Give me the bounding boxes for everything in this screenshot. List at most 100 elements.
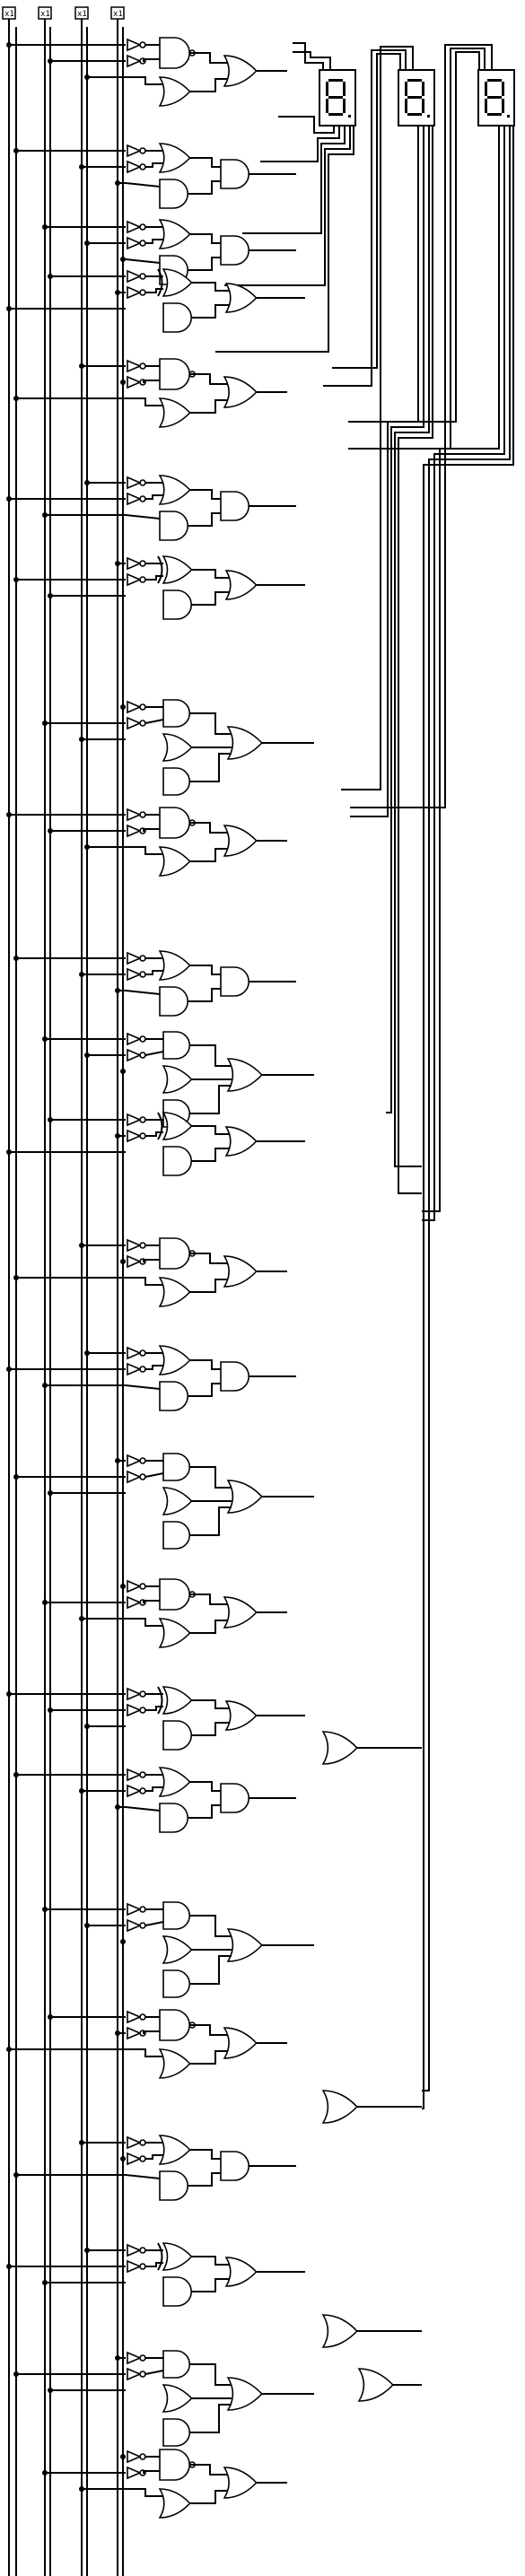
input-pin-4[interactable]: x1	[110, 6, 125, 20]
or-gate	[224, 570, 258, 600]
junction-dot	[48, 58, 53, 64]
junction-dot	[115, 2030, 120, 2036]
junction-dot	[120, 1939, 126, 1944]
inverter-bubble	[139, 1116, 146, 1123]
not-gate	[127, 144, 143, 158]
inverter-bubble	[139, 1906, 146, 1913]
junction-dot	[84, 2248, 90, 2253]
input-pin-3[interactable]: x1	[74, 6, 89, 20]
or-gate	[158, 1277, 191, 1307]
inverter-bubble	[139, 362, 146, 370]
and-gate	[159, 807, 190, 839]
inverter-bubble	[139, 2453, 146, 2460]
junction-dot	[42, 224, 48, 230]
junction-dot	[42, 2280, 48, 2285]
input-pin-1[interactable]: x1	[2, 6, 16, 20]
or-gate	[226, 1480, 263, 1514]
inverter-bubble	[139, 289, 146, 296]
display-wiring	[215, 42, 514, 2109]
and-gate	[220, 1783, 249, 1813]
or-gate	[226, 726, 263, 760]
junction-dot	[120, 257, 126, 262]
and-gate	[162, 302, 192, 333]
or-gate	[223, 376, 258, 408]
junction-dot	[42, 1600, 48, 1605]
input-label-3: x1	[77, 10, 87, 19]
not-gate	[127, 1032, 143, 1046]
and-gate	[162, 2418, 190, 2447]
junction-dot	[79, 2486, 84, 2492]
and-gate	[162, 1521, 190, 1550]
and-gate	[162, 1453, 190, 1481]
inverter-bubble	[139, 1366, 146, 1373]
and-gate	[220, 235, 249, 266]
junction-dot	[13, 1474, 19, 1480]
inverter-bubble	[139, 2354, 146, 2362]
not-gate	[127, 492, 143, 506]
output-or-gate	[321, 2090, 358, 2124]
junction-dot	[48, 274, 53, 279]
input-label-2: x1	[40, 10, 50, 19]
inverter-bubble	[139, 1473, 146, 1480]
xor-input-arc	[157, 1686, 163, 1715]
junction-dot	[84, 240, 90, 246]
junction-dot	[13, 2172, 19, 2178]
logic-gates	[127, 37, 394, 2519]
seven-segment-display-1	[319, 69, 356, 127]
not-gate	[127, 2243, 143, 2257]
junction-dot	[42, 512, 48, 518]
junction-dot	[79, 363, 84, 369]
not-gate	[127, 476, 143, 490]
or-gate	[223, 2027, 258, 2059]
or-gate	[162, 1487, 193, 1515]
junction-dot	[42, 2470, 48, 2476]
not-gate	[127, 967, 143, 982]
seven-segment-display-2	[398, 69, 435, 127]
or-gate	[223, 2467, 258, 2499]
junction-dot	[6, 812, 12, 817]
junction-dot	[79, 972, 84, 977]
inverter-bubble	[139, 1349, 146, 1357]
or-gate	[223, 1596, 258, 1629]
or-gate	[158, 1767, 191, 1797]
and-gate	[220, 2151, 249, 2181]
not-gate	[127, 1784, 143, 1798]
inverter-bubble	[139, 1771, 146, 1778]
junction-dot	[120, 1069, 126, 1074]
not-gate	[127, 2135, 143, 2150]
junction-dot	[48, 1707, 53, 1713]
logic-wires	[6, 42, 422, 2504]
and-gate	[159, 37, 190, 69]
junction-dot	[84, 480, 90, 485]
junction-dot	[48, 1490, 53, 1496]
junction-dot	[79, 737, 84, 742]
and-gate	[159, 1803, 188, 1833]
or-gate	[158, 76, 191, 107]
or-gate	[158, 475, 191, 505]
not-gate	[127, 1129, 143, 1143]
or-gate	[158, 143, 191, 173]
not-gate	[127, 1238, 143, 1253]
inverter-bubble	[139, 495, 146, 502]
or-gate	[224, 283, 258, 313]
or-gate	[158, 2135, 191, 2165]
output-or-gate	[321, 2314, 358, 2348]
seven-segment-display-3	[477, 69, 515, 127]
inverter-bubble	[139, 240, 146, 247]
and-gate	[159, 1578, 190, 1611]
and-gate	[159, 179, 188, 209]
junction-dot	[84, 844, 90, 850]
not-gate	[127, 1687, 143, 1701]
not-gate	[127, 1595, 143, 1610]
and-gate	[162, 2350, 190, 2379]
and-gate	[159, 1381, 188, 1411]
not-gate	[127, 2367, 143, 2381]
or-gate	[224, 1700, 258, 1731]
not-gate	[127, 572, 143, 587]
input-pin-2[interactable]: x1	[38, 6, 52, 20]
or-gate	[158, 1345, 191, 1375]
not-gate	[127, 236, 143, 250]
junction-dot	[84, 1350, 90, 1356]
junction-dot	[6, 1149, 12, 1155]
or-gate	[158, 219, 191, 249]
